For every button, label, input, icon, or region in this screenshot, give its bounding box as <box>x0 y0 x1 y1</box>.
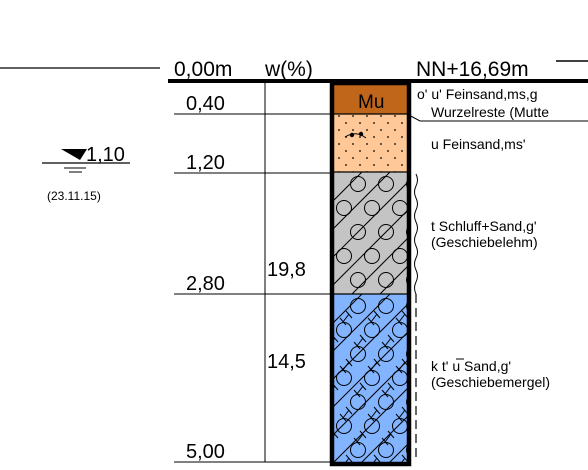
layer-2-description: u Feinsand,ms' <box>431 136 526 152</box>
root-remains-icon <box>344 131 367 139</box>
svg-text:k t' u Sand,g': k t' u Sand,g' <box>431 358 511 374</box>
depth-row-1: 0,40 <box>174 93 330 115</box>
layer-code: Mu <box>358 92 384 113</box>
layer-1-description: o' u' Feinsand,ms,g Wurzelreste (Mutte <box>406 86 588 122</box>
depth-label: 2,80 <box>186 273 225 295</box>
svg-text:o' u' Feinsand,ms,g: o' u' Feinsand,ms,g <box>417 86 538 102</box>
borehole-column <box>329 80 412 467</box>
depth-label: 5,00 <box>186 441 225 463</box>
svg-text:(Geschiebelehm): (Geschiebelehm) <box>431 234 538 250</box>
layer-1: Mu <box>334 85 407 114</box>
depth-row-3: 2,80 <box>174 273 330 295</box>
depth-label: 0,40 <box>186 93 225 115</box>
groundwater-date: (23.11.15) <box>47 189 101 203</box>
layer-4-description: k t' u Sand,g' (Geschiebemergel) <box>431 358 550 390</box>
elevation-label: NN+16,69m <box>416 58 529 81</box>
svg-text:t Schluff+Sand,g': t Schluff+Sand,g' <box>431 218 537 234</box>
water-level-triangle-icon <box>61 149 87 160</box>
depth-row-4: 5,00 <box>174 441 330 463</box>
layer-3-description: t Schluff+Sand,g' (Geschiebelehm) <box>431 218 538 250</box>
svg-text:Wurzelreste (Mutte: Wurzelreste (Mutte <box>431 104 549 120</box>
svg-text:(Geschiebemergel): (Geschiebemergel) <box>431 374 550 390</box>
layer-2 <box>334 114 407 172</box>
depth-label: 1,20 <box>186 152 225 174</box>
depth-start-label: 0,00m <box>174 58 232 81</box>
water-content-value: 19,8 <box>267 259 306 281</box>
groundwater-marker: 1,10 (23.11.15) <box>42 144 130 203</box>
groundwater-level: 1,10 <box>86 144 125 166</box>
water-content-header: w(%) <box>264 58 313 81</box>
water-content-value: 14,5 <box>267 351 306 373</box>
depth-row-2: 1,20 <box>174 152 330 174</box>
layer-3 <box>334 172 407 294</box>
soft-consistency-marker <box>414 173 418 295</box>
